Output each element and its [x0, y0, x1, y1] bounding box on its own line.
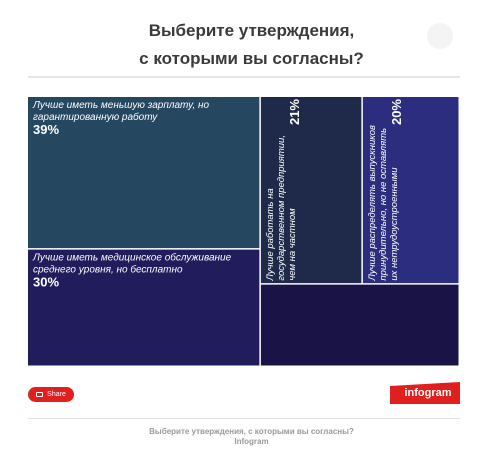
- caption-line-1: Выберите утверждения, с которыми вы согл…: [149, 427, 354, 436]
- share-label: Share: [47, 391, 66, 398]
- treemap-tile-2[interactable]: Лучше иметь медицинское обслуживание сред…: [28, 249, 260, 366]
- fullscreen-button[interactable]: [427, 23, 453, 49]
- infogram-logo[interactable]: infogram: [390, 382, 460, 404]
- tile-value-1: 39%: [33, 122, 59, 137]
- tile-label-1: Лучше иметь меньшую зарплату, но гарантир…: [32, 100, 210, 123]
- tile-value-2: 30%: [33, 275, 59, 290]
- tile-label-3: Лучше работать нагосударственном предпри…: [265, 135, 298, 282]
- chart-title-line-1: Выберите утверждения,: [148, 21, 355, 40]
- tile-rotated-group-3: Лучше работать нагосударственном предпри…: [265, 99, 302, 282]
- title-divider: [28, 76, 460, 78]
- share-icon: [36, 392, 44, 397]
- tile-value-3: 21%: [287, 99, 302, 125]
- tile-rect-5[interactable]: [260, 284, 459, 366]
- footer-caption: Выберите утверждения, с которыми вы согл…: [0, 427, 503, 447]
- share-button[interactable]: Share: [28, 387, 74, 402]
- caption-line-2[interactable]: Infogram: [234, 437, 269, 446]
- treemap-tile-3[interactable]: Лучше работать нагосударственном предпри…: [260, 97, 362, 284]
- chart-title-line-2: с которыми вы согласны?: [139, 49, 364, 68]
- tile-value-4: 20%: [389, 99, 404, 125]
- treemap-tile-5[interactable]: [260, 284, 459, 366]
- treemap-tile-1[interactable]: Лучше иметь меньшую зарплату, но гарантир…: [28, 97, 260, 249]
- footer-divider: [28, 418, 460, 419]
- chart-title: Выберите утверждения, с которыми вы согл…: [0, 17, 503, 73]
- tile-label-2: Лучше иметь медицинское обслуживание сред…: [32, 252, 232, 276]
- tile-label-4: Лучше распределять выпускниковпринудител…: [367, 125, 400, 282]
- logo-text: infogram: [404, 387, 452, 399]
- tile-rect-2[interactable]: [28, 249, 260, 366]
- tile-rect-3[interactable]: [260, 97, 362, 284]
- tile-rotated-group-4: Лучше распределять выпускниковпринудител…: [367, 99, 404, 282]
- tile-rect-4[interactable]: [362, 97, 459, 284]
- tile-rect-1[interactable]: [28, 97, 260, 249]
- logo-badge-icon: [390, 382, 460, 404]
- treemap-tile-4[interactable]: Лучше распределять выпускниковпринудител…: [362, 97, 459, 284]
